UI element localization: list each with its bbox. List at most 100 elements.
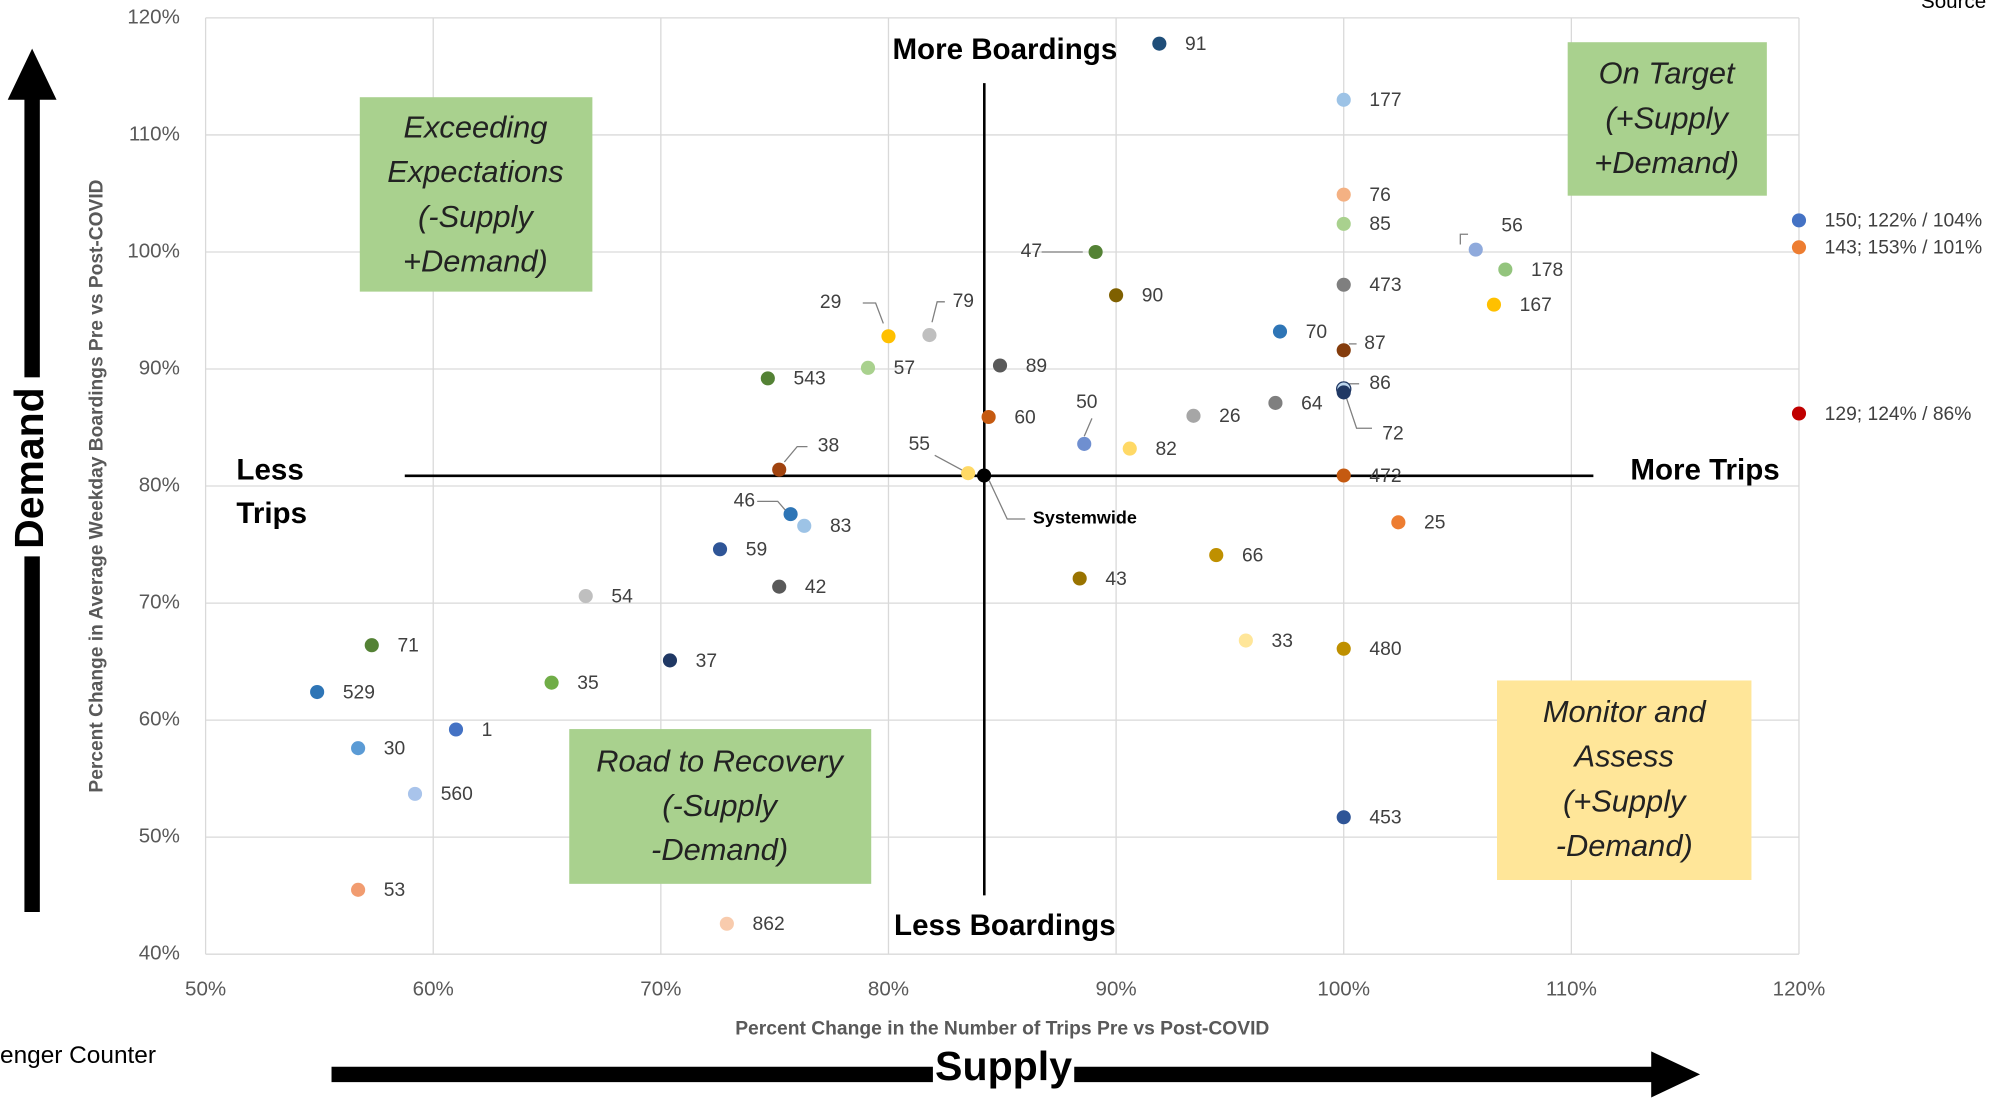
point-label: 453 [1369,808,1401,829]
point-label: 86 [1369,373,1390,394]
box-text: (-Supply [418,199,534,234]
point-label: 76 [1369,185,1390,206]
y-tick-label: 110% [129,122,180,145]
leader-line [934,454,964,472]
y-tick-label: 60% [139,708,180,731]
point [1088,244,1103,260]
point [1336,385,1351,400]
quadrant-label: Trips [236,497,307,530]
point [662,653,678,668]
point-label: 55 [909,434,930,455]
box-text: (-Supply [662,788,778,823]
point [1486,297,1502,312]
point-label: 38 [818,436,839,457]
x-tick-label: 100% [1317,977,1370,1000]
point [1791,213,1807,228]
point-label: 480 [1369,639,1401,660]
point-label: 129; 124% / 86% [1825,404,1972,425]
x-tick-label: 80% [868,977,909,1000]
quadrant-label: Less Boardings [894,909,1116,942]
point-label: 56 [1501,216,1522,237]
box-text: -Demand) [1556,828,1693,863]
leader-line [862,302,884,324]
leader-line [931,301,945,323]
point-label: 46 [734,490,755,511]
point-label: 862 [753,914,785,935]
point [1791,240,1807,255]
point [1122,441,1137,456]
leader-line [1345,397,1372,429]
point-label: 57 [894,358,915,379]
supply-arrowhead [1651,1051,1701,1098]
point [1336,216,1351,231]
box [569,729,872,884]
point [712,542,728,557]
y-axis-title: Percent Change in Average Weekday Boardi… [87,179,108,792]
point [1391,515,1406,530]
point-label: 26 [1219,406,1240,427]
box [1497,680,1752,880]
point-label: 42 [805,577,826,598]
point [772,462,787,477]
point [1209,548,1224,563]
leader-line [988,480,1026,520]
supply-label: Supply [935,1043,1072,1089]
point-label: 66 [1242,545,1263,566]
point-label: 35 [577,673,598,694]
box-text: (+Supply [1563,783,1687,818]
point [922,328,937,343]
point [1336,810,1351,825]
leader-line [1459,233,1469,245]
box-text: Expectations [387,154,563,189]
point [1336,468,1351,483]
point [1791,406,1807,421]
point [1336,277,1351,292]
box-text: -Demand) [651,832,788,867]
point [1077,436,1092,451]
point-label: 37 [696,651,717,672]
point [310,684,325,700]
point [351,741,366,756]
point [1468,242,1483,257]
point-label: 25 [1424,513,1445,534]
y-tick-label: 80% [139,473,180,496]
x-tick-label: 70% [640,977,681,1000]
point-label: 543 [794,369,826,390]
point [1109,288,1124,303]
x-tick-label: 120% [1773,977,1826,1000]
box-text: On Target [1599,56,1736,91]
quadrant-label: More Trips [1630,454,1779,487]
point-label: 64 [1301,393,1323,414]
point-label: 529 [343,682,375,703]
y-tick-label: 70% [139,591,180,614]
point [1152,36,1167,51]
point [719,916,734,931]
point [1498,262,1513,277]
point-label: 70 [1306,322,1327,343]
point [981,409,996,425]
y-tick-label: 120% [127,5,180,28]
x-tick-label: 90% [1096,977,1137,1000]
point-label: 167 [1520,295,1552,316]
point-label: 150; 122% / 104% [1825,211,1982,232]
point-label: 178 [1531,260,1563,281]
x-tick-label: 50% [185,977,226,1000]
point [407,786,423,801]
box-text: Exceeding [403,109,547,144]
quadrant-label: Less [236,454,303,487]
point-label: 72 [1382,424,1403,445]
point [364,638,379,653]
y-tick-label: 50% [139,825,180,848]
point-label: 90 [1142,286,1163,307]
point [448,722,464,737]
point-label: 43 [1105,569,1126,590]
point [1072,571,1087,586]
point [1336,187,1351,202]
point [1238,633,1253,648]
point-label: 89 [1026,356,1047,377]
label-bg [932,1048,1075,1100]
point [797,518,812,533]
y-tick-label: 90% [139,356,180,379]
